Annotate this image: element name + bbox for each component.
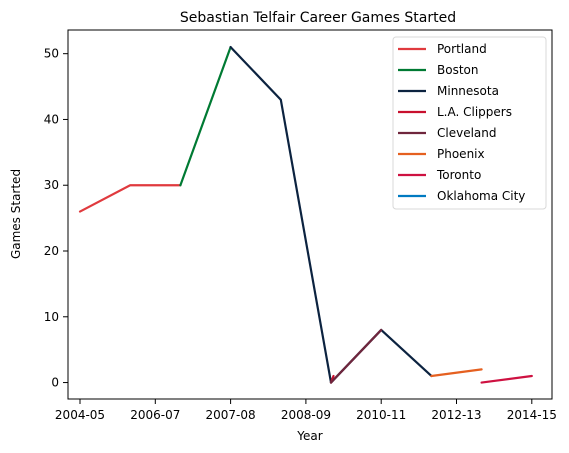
x-axis-label: Year [296, 429, 322, 443]
x-tick-label: 2014-15 [507, 408, 557, 422]
series-line-cleveland [329, 328, 383, 384]
series-line-portland [78, 184, 182, 213]
legend-entry: Portland [437, 42, 487, 56]
legend-entry: Cleveland [437, 126, 497, 140]
y-tick-label: 10 [44, 310, 59, 324]
legend-frame [392, 36, 547, 210]
series-layer [78, 46, 533, 384]
legend-entry: L.A. Clippers [437, 105, 512, 119]
y-tick-label: 40 [44, 112, 59, 126]
legend-entry: Toronto [436, 168, 481, 182]
series-line-phoenix [430, 368, 483, 378]
y-axis-label: Games Started [9, 169, 23, 259]
y-tick-label: 20 [44, 244, 59, 258]
x-tick-label: 2004-05 [55, 408, 105, 422]
x-tick-label: 2007-08 [206, 408, 256, 422]
x-tick-label: 2008-09 [281, 408, 331, 422]
legend: Portland Boston Minnesota L.A. Clippers Clev… [392, 36, 547, 210]
y-axis: 0 10 20 30 40 50 [44, 47, 68, 390]
legend-entry: Minnesota [437, 84, 499, 98]
legend-entry: Boston [437, 63, 478, 77]
x-axis: 2004-05 2006-07 2007-08 2008-09 2010-11 2012-… [55, 399, 557, 422]
x-tick-label: 2010-11 [356, 408, 406, 422]
y-tick-label: 0 [51, 376, 59, 390]
chart-title: Sebastian Telfair Career Games Started [180, 10, 456, 26]
x-tick-label: 2012-13 [431, 408, 481, 422]
series-line-boston [179, 46, 232, 187]
legend-entry: Phoenix [437, 147, 485, 161]
x-tick-label: 2006-07 [130, 408, 180, 422]
y-tick-label: 50 [44, 47, 59, 61]
legend-entry: Oklahoma City [437, 189, 525, 203]
y-tick-label: 30 [44, 178, 59, 192]
series-line-toronto [480, 374, 533, 384]
